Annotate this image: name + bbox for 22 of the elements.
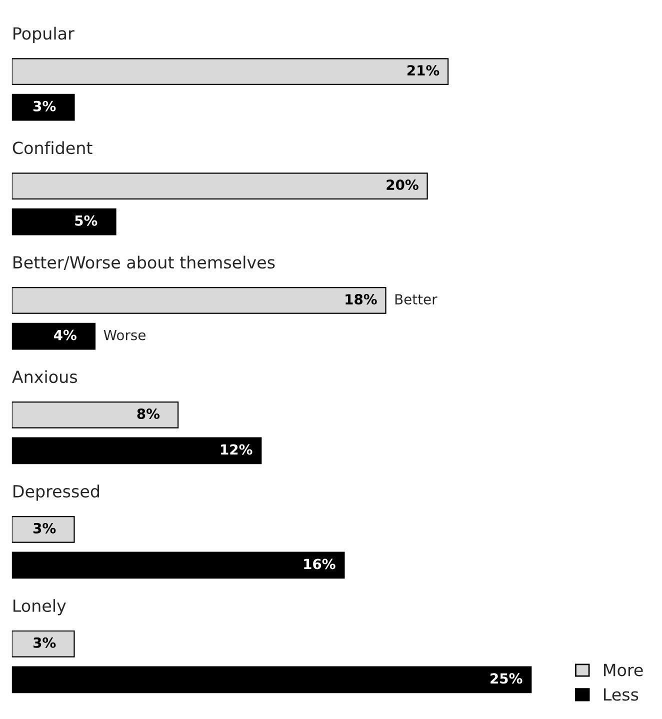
- legend-label: More: [604, 664, 643, 676]
- data-label: 12%: [221, 444, 252, 455]
- annotation: Better: [395, 294, 438, 305]
- data-label: 4%: [54, 330, 76, 340]
- data-label: 21%: [407, 65, 440, 76]
- y-tick-label: Anxious: [12, 370, 78, 384]
- data-label: 5%: [75, 215, 98, 226]
- data-label: 8%: [137, 408, 160, 419]
- y-tick-label: Better/Worse about themselves: [14, 256, 275, 270]
- annotation: Worse: [104, 330, 146, 340]
- y-tick-label: Popular: [14, 26, 74, 43]
- data-label: 16%: [304, 558, 336, 570]
- data-label: 18%: [346, 294, 377, 305]
- y-tick-label: Depressed: [14, 484, 99, 501]
- legend-label: Less: [604, 688, 638, 701]
- data-label: 3%: [33, 522, 56, 534]
- y-tick-label: Confident: [12, 141, 92, 154]
- data-label: 3%: [33, 637, 56, 648]
- data-label: 3%: [33, 100, 56, 112]
- y-tick-label: Lonely: [14, 599, 66, 616]
- data-label: 25%: [490, 673, 522, 684]
- data-label: 20%: [386, 180, 418, 190]
